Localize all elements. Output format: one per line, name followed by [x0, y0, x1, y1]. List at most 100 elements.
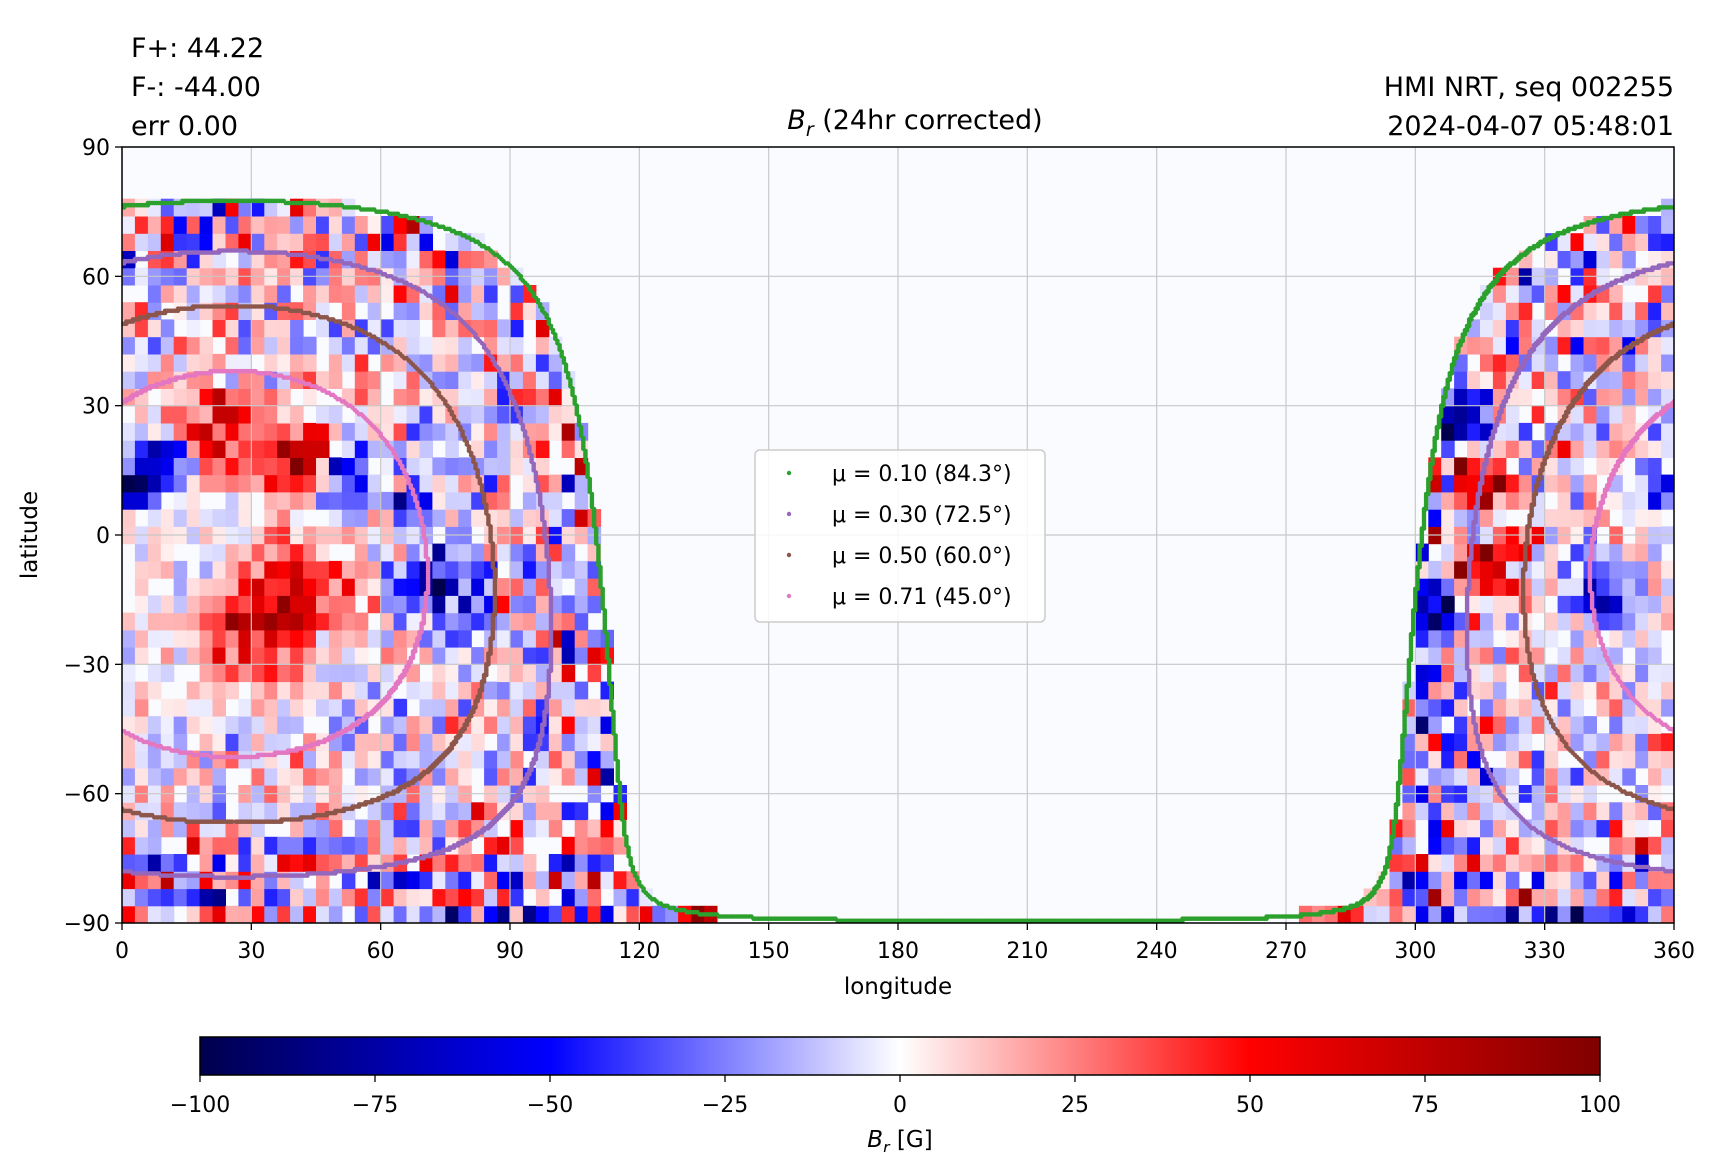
field-cell [160, 854, 175, 872]
field-cell [186, 612, 201, 631]
field-cell [212, 802, 226, 821]
contour-point [546, 556, 552, 561]
field-cell [561, 905, 576, 923]
field-cell [354, 629, 369, 648]
field-cell [458, 905, 472, 923]
field-cell [1428, 681, 1442, 700]
field-cell [134, 491, 149, 510]
field-cell [251, 647, 265, 665]
field-cell [1583, 819, 1597, 838]
field-cell [199, 905, 214, 923]
field-cell [1648, 767, 1662, 786]
field-cell [186, 353, 201, 372]
field-cell [134, 440, 149, 458]
contour-point [1479, 748, 1485, 753]
field-cell [264, 767, 278, 786]
field-cell [1544, 750, 1559, 769]
field-cell [445, 422, 459, 441]
field-cell [1609, 888, 1623, 907]
field-cell [497, 319, 511, 338]
field-cell [1622, 578, 1636, 596]
field-cell [251, 422, 265, 441]
field-cell [316, 871, 330, 890]
field-cell [160, 285, 175, 303]
field-cell [225, 336, 239, 355]
field-cell [393, 767, 408, 786]
field-cell [341, 457, 356, 476]
field-cell [445, 457, 459, 476]
contour-point [544, 312, 549, 318]
contour-mu-0.5 [122, 304, 1674, 824]
field-cell [238, 250, 252, 269]
field-cell [1609, 871, 1623, 890]
field-cell [458, 750, 472, 769]
field-cell [548, 750, 563, 769]
field-cell [1544, 802, 1559, 821]
field-cell [1531, 802, 1546, 821]
field-cell [1557, 578, 1572, 596]
field-cell [497, 595, 511, 614]
field-cell [561, 474, 576, 493]
field-cell [522, 491, 537, 510]
field-cell [587, 871, 602, 890]
field-cell [497, 509, 511, 527]
field-cell [367, 509, 382, 527]
timestamp-label: 2024-04-07 05:48:01 [1387, 111, 1674, 142]
field-cell [225, 457, 239, 476]
field-cell [445, 388, 459, 407]
field-cell [1596, 595, 1610, 614]
contour-point [518, 416, 524, 421]
field-cell [251, 233, 265, 251]
field-cell [1402, 767, 1416, 786]
field-cell [1609, 319, 1623, 338]
field-cell [1557, 285, 1572, 303]
contour-point [522, 429, 528, 434]
field-cell [251, 664, 265, 683]
field-cell [1505, 819, 1520, 838]
field-cell [1609, 543, 1623, 562]
field-cell [561, 595, 576, 614]
field-cell [212, 871, 226, 890]
field-cell [290, 233, 304, 251]
field-cell [277, 353, 291, 372]
field-cell [173, 422, 188, 441]
field-cell [1480, 647, 1494, 665]
field-cell [1544, 681, 1559, 700]
field-cell [238, 560, 252, 579]
field-cell [1648, 750, 1662, 769]
field-cell [251, 888, 265, 907]
field-cell [328, 750, 343, 769]
field-cell [522, 681, 537, 700]
field-cell [380, 871, 395, 890]
field-cell [354, 491, 369, 510]
field-cell [471, 854, 485, 872]
field-cell [1402, 871, 1416, 890]
field-cell [419, 871, 433, 890]
field-cell [1415, 871, 1429, 890]
field-cell [251, 440, 265, 458]
field-cell [510, 750, 524, 769]
field-cell [277, 854, 291, 872]
field-cell [458, 319, 472, 338]
field-cell [303, 285, 317, 303]
field-cell [1480, 405, 1494, 424]
field-cell [354, 216, 369, 234]
field-cell [1492, 336, 1507, 355]
contour-point [229, 304, 235, 309]
field-cell [160, 629, 175, 648]
field-cell [316, 647, 330, 665]
field-cell [199, 578, 214, 596]
field-cell [432, 509, 446, 527]
field-cell [458, 698, 472, 717]
field-cell [471, 664, 485, 683]
field-cell [1661, 353, 1674, 372]
field-cell [341, 595, 356, 614]
field-cell [1505, 491, 1520, 510]
field-cell [380, 595, 395, 614]
field-cell [510, 836, 524, 855]
field-cell [1480, 854, 1494, 872]
field-cell [1518, 716, 1533, 734]
field-cell [548, 371, 563, 389]
field-cell [1415, 767, 1429, 786]
field-cell [264, 509, 278, 527]
